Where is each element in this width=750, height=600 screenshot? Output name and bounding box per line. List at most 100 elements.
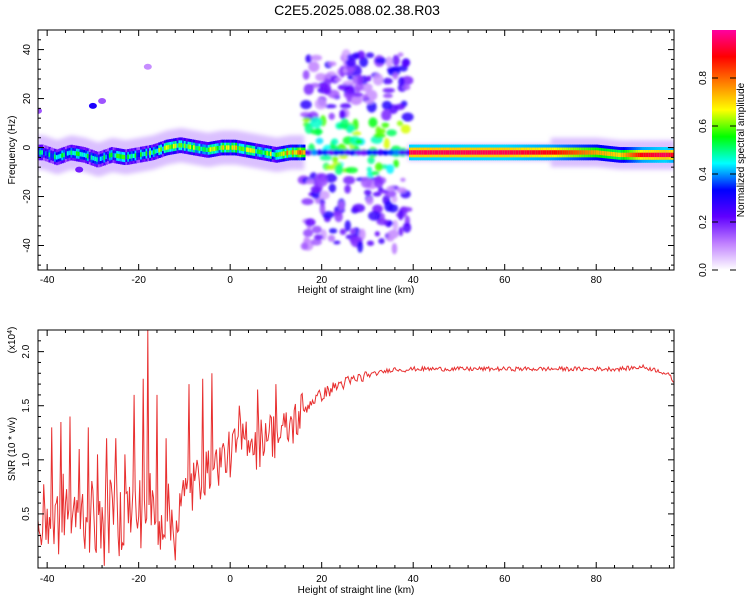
spectrogram-band-core (398, 149, 406, 156)
spectrogram-noise-blob (376, 218, 388, 226)
spectrogram-ridge-core (606, 151, 610, 156)
spectrogram-ridge-core (624, 152, 628, 158)
spectrogram-noise-blob (324, 104, 337, 109)
spectrogram-ridge-core (277, 152, 280, 157)
spectrogram-ridge-core (654, 152, 657, 158)
spectrogram-noise-blob (373, 177, 384, 189)
snr-x-tick-label: 40 (408, 574, 420, 585)
spectrogram-ridge-core (154, 149, 158, 154)
spectrogram-noise-blob (399, 206, 413, 213)
spectrogram-ridge-core (639, 152, 643, 158)
spectrogram-ridge-core (507, 150, 511, 155)
spectrogram-ridge-core (174, 143, 178, 149)
spectrogram-noise-blob (382, 77, 393, 85)
spectrogram-ridge-core (202, 146, 205, 152)
spectrogram-ridge-core (215, 146, 218, 151)
spectrogram-ridge-core (216, 146, 220, 151)
spectrogram-ridge-core (236, 145, 240, 151)
spectrogram-ridge-core (553, 150, 557, 155)
spectrogram-ridge-core (409, 150, 412, 155)
spectrogram-noise-blob (383, 137, 390, 150)
spectrogram-ridge-core (608, 151, 612, 157)
spectrogram-noise-blob (310, 185, 322, 194)
spectrogram-noise-blob (355, 139, 363, 145)
spectrogram-ridge-core (524, 150, 527, 155)
spectrogram-ridge-core (562, 150, 566, 155)
spectrogram-noise-blob (374, 231, 380, 237)
spectrogram-ridge-core (196, 146, 200, 151)
spectrogram-ridge-core (619, 152, 623, 158)
spectrogram-band-core (371, 149, 379, 156)
spectrogram-ridge-core (52, 153, 55, 159)
spectrogram-noise-blob (385, 56, 393, 68)
spectrogram-ridge-core (41, 150, 44, 155)
spectrogram-noise-blob (331, 155, 339, 163)
spectrogram-noise-blob (386, 129, 397, 137)
spectrogram-ridge-core (672, 152, 674, 158)
spectrogram-y-tick-label: 0 (22, 144, 33, 150)
spectrogram-noise-blob (343, 176, 356, 185)
snr-line (38, 330, 674, 566)
spectrogram-ridge-core (500, 150, 504, 155)
spectrogram-ridge-core (163, 146, 167, 151)
spectrogram-ridge-core (302, 150, 306, 155)
spectrogram-ridge-core (147, 151, 150, 156)
spectrogram-noise-blob (310, 238, 322, 246)
spectrogram-ridge-core (187, 144, 191, 149)
spectrogram-ridge-core (418, 150, 421, 155)
spectrogram-ridge-core (194, 145, 198, 151)
spectrogram-noise-blob (365, 196, 374, 206)
spectrogram-ridge-core (227, 145, 231, 150)
spectrogram-noise-blob (319, 190, 330, 200)
spectrogram-ridge-core (246, 147, 249, 152)
spectrogram-ridge-core (269, 151, 273, 157)
spectrogram-ridge-core (233, 145, 236, 150)
spectrogram-ridge-core (50, 153, 53, 158)
spectrogram-ridge-core (657, 152, 661, 158)
spectrogram-ridge-core (85, 153, 88, 158)
spectrogram-noise-blob (319, 202, 326, 215)
spectrogram-ridge-core (511, 150, 515, 155)
spectrogram-ridge-core (48, 152, 52, 157)
spectrogram-noise-blob (391, 242, 398, 255)
spectrogram-noise-blob (334, 163, 344, 175)
spectrogram-ridge-core (449, 150, 452, 155)
spectrogram-noise-blob (359, 56, 369, 68)
spectrogram-noise-blob (386, 164, 395, 174)
spectrogram-noise-blob (365, 52, 375, 59)
spectrogram-y-tick-label: -40 (22, 238, 33, 253)
spectrogram-ridge-core (138, 152, 141, 158)
spectrogram-ridge-core (590, 150, 593, 155)
spectrogram-noise-blob (375, 126, 382, 136)
spectrogram-noise-blob (397, 209, 404, 221)
spectrogram-noise-blob (327, 234, 336, 242)
spectrogram-noise-blob (401, 112, 414, 122)
spectrogram-ridge-core (634, 152, 637, 158)
spectrogram-band-core (354, 149, 362, 156)
spectrogram-ridge-core (427, 150, 430, 155)
spectrogram-ridge-core (249, 148, 253, 153)
spectrogram-noise-blob (339, 103, 352, 109)
spectrogram-ridge-core (266, 151, 269, 156)
snr-y-multiplier: (x104) (7, 327, 19, 354)
spectrogram-ridge-core (143, 151, 147, 157)
spectrogram-ridge-core (454, 150, 458, 155)
snr-x-tick-label: 0 (227, 574, 233, 585)
spectrogram-noise-blob (401, 59, 410, 68)
spectrogram-ridge-core (474, 150, 478, 155)
spectrogram-ridge-core (64, 151, 68, 157)
spectrogram-noise-blob (317, 176, 328, 187)
spectrogram-noise-blob (315, 137, 324, 145)
spectrogram-ridge-core (467, 150, 471, 155)
spectrogram-ridge-core (491, 150, 494, 155)
spectrogram-ridge-core (425, 150, 429, 155)
spectrogram-noise-blob (381, 100, 392, 110)
spectrogram-ridge-core (238, 146, 242, 151)
spectrogram-ridge-core (612, 152, 615, 157)
spectrogram-noise-blob (397, 52, 404, 57)
spectrogram-ridge-core (434, 150, 438, 155)
spectrogram-ridge-core (473, 150, 476, 155)
spectrogram-ridge-core (297, 150, 300, 155)
spectrogram-ridge-core (646, 152, 650, 158)
spectrogram-ridge-core (264, 150, 268, 156)
